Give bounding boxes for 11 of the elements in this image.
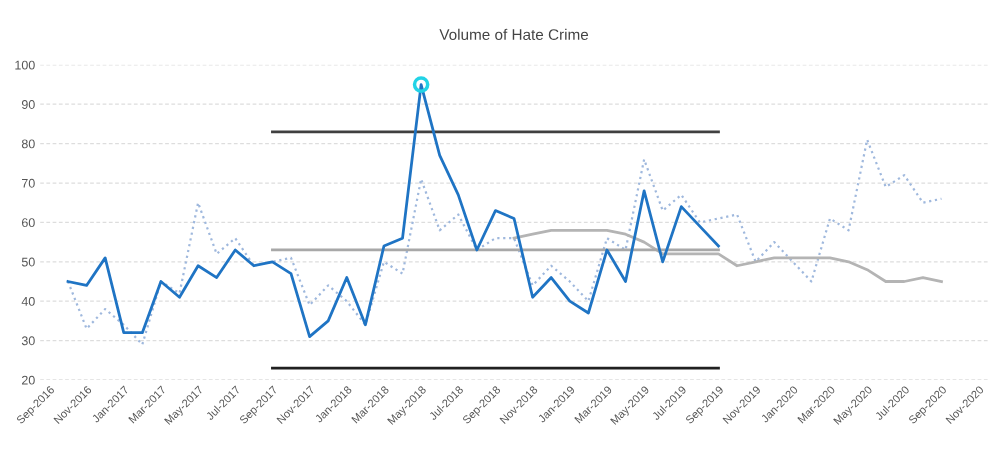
y-tick-label: 90 xyxy=(21,100,35,109)
y-tick-label: 80 xyxy=(21,139,35,149)
y-tick-label: 60 xyxy=(21,218,35,228)
y-tick-label: 50 xyxy=(21,257,35,267)
chart-title: Volume of Hate Crime xyxy=(439,28,589,41)
y-tick-label: 40 xyxy=(21,296,35,306)
y-tick-label: 20 xyxy=(21,375,35,385)
line-series xyxy=(66,138,943,346)
y-tick-label: 100 xyxy=(15,60,35,70)
y-tick-label: 70 xyxy=(22,178,35,188)
y-tick-label: 30 xyxy=(21,336,35,346)
